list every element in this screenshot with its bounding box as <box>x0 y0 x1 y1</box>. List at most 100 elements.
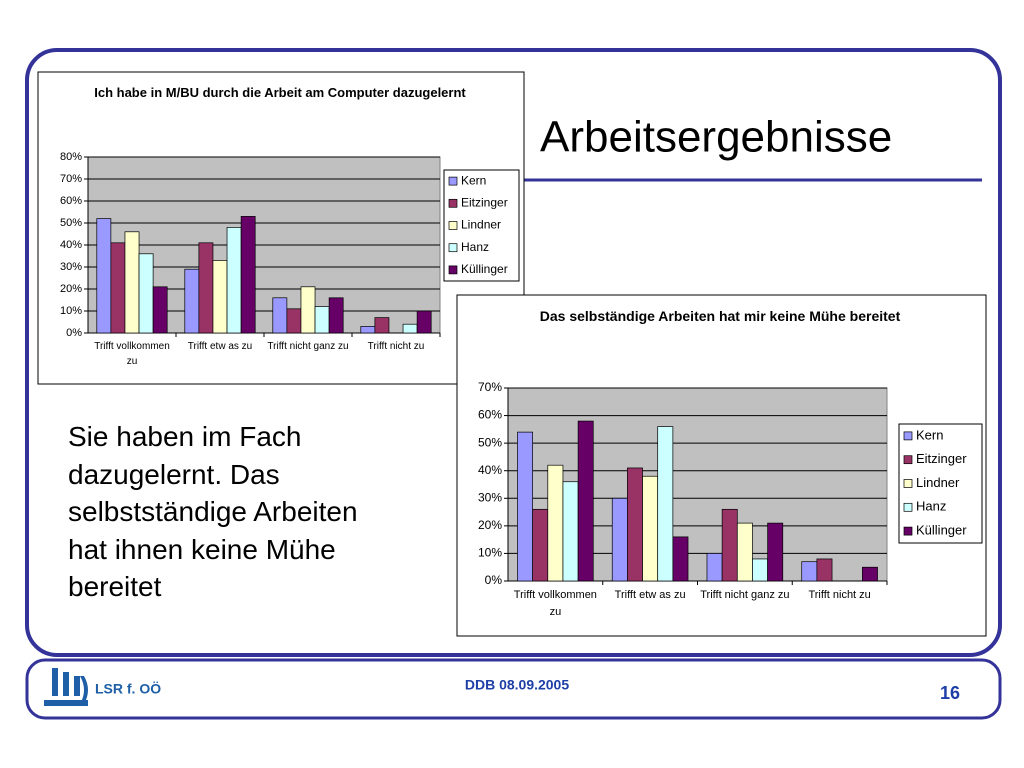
bar <box>721 508 738 582</box>
y-tick-label: 80% <box>60 151 82 163</box>
y-tick-label: 40% <box>60 239 82 251</box>
x-tick-label-box: Trifft etw as zu <box>187 341 253 352</box>
bar <box>706 553 723 582</box>
y-tick-label: 70% <box>60 173 82 185</box>
bar <box>240 216 256 334</box>
bar <box>96 218 112 334</box>
bar <box>286 308 302 334</box>
x-tick-label-box: Trifft vollkommen zu <box>513 589 597 618</box>
y-tick-label: 40% <box>478 463 502 477</box>
x-tick-label: Trifft vollkommen zu <box>94 341 170 367</box>
y-tick-label: 60% <box>478 408 502 422</box>
bar <box>184 268 200 334</box>
x-tick-label-box: Trifft nicht zu <box>368 341 425 352</box>
chart-title-box: Ich habe in M/BU durch die Arbeit am Com… <box>94 85 466 100</box>
legend-swatch <box>448 198 458 208</box>
logo-bar <box>74 676 80 696</box>
logo-bar <box>44 700 88 706</box>
bar <box>212 260 228 334</box>
footer-center: DDB 08.09.2005 <box>465 677 570 693</box>
legend-swatch <box>448 176 458 186</box>
y-tick-label: 30% <box>60 261 82 273</box>
legend-label: Hanz <box>461 240 489 254</box>
bar <box>374 317 390 334</box>
x-tick-label-box: Trifft vollkommen zu <box>94 341 170 367</box>
bar <box>300 286 316 334</box>
x-tick-label-box: Trifft etw as zu <box>614 589 686 601</box>
chart-title-box: Das selbständige Arbeiten hat mir keine … <box>539 308 901 324</box>
bar <box>416 310 432 334</box>
chart-title: Ich habe in M/BU durch die Arbeit am Com… <box>94 85 466 100</box>
logo-bar <box>63 672 69 696</box>
bar <box>198 242 214 334</box>
x-tick-label: Trifft vollkommen zu <box>513 589 597 618</box>
bar <box>547 464 564 582</box>
legend-label: Küllinger <box>461 262 508 276</box>
bar <box>801 561 818 582</box>
y-tick-label: 60% <box>60 195 82 207</box>
legend-label: Küllinger <box>916 523 967 538</box>
bar <box>752 558 768 582</box>
bar <box>272 297 288 334</box>
bar <box>657 426 674 582</box>
x-tick-label: Trifft etw as zu <box>614 589 686 601</box>
legend-swatch <box>448 265 458 275</box>
logo-bar <box>80 676 88 704</box>
bar <box>314 306 330 334</box>
legend-swatch <box>903 479 913 488</box>
bar <box>152 286 168 334</box>
y-tick-label: 70% <box>478 380 502 394</box>
legend-swatch <box>903 455 913 465</box>
slide-title: Arbeitsergebnisse <box>540 113 892 162</box>
legend-label: Hanz <box>916 499 946 514</box>
bar <box>517 431 533 582</box>
x-tick-label: Trifft nicht zu <box>808 589 871 601</box>
y-tick-label: 50% <box>478 435 502 449</box>
bar <box>642 475 659 582</box>
legend-swatch <box>903 526 913 536</box>
bar <box>328 297 344 334</box>
x-tick-label-box: Trifft nicht ganz zu <box>267 341 349 352</box>
y-tick-label: 20% <box>60 283 82 295</box>
bar <box>124 231 140 334</box>
bar <box>138 253 154 334</box>
bar <box>532 508 549 582</box>
bar <box>736 522 753 582</box>
legend-label: Kern <box>916 427 943 442</box>
footer-frame <box>25 658 1002 720</box>
bar <box>226 227 242 334</box>
page-number: 16 <box>940 683 960 703</box>
legend-label: Kern <box>461 173 486 187</box>
x-tick-label: Trifft nicht ganz zu <box>267 341 349 352</box>
y-tick-label: 0% <box>66 327 82 339</box>
chart-title: Das selbständige Arbeiten hat mir keine … <box>539 308 901 324</box>
bar <box>611 497 628 582</box>
bar <box>577 420 594 582</box>
legend-label: Eitzinger <box>916 451 967 466</box>
bar <box>862 566 878 582</box>
body-text: Sie haben im Fach dazugelernt. Das selbs… <box>68 421 358 603</box>
y-tick-label: 20% <box>478 518 502 532</box>
legend-swatch <box>903 431 913 441</box>
bar <box>672 536 689 582</box>
legend-label: Eitzinger <box>461 195 508 209</box>
legend-label: Lindner <box>461 218 501 232</box>
footer-left: LSR f. OÖ <box>95 681 161 697</box>
y-tick-label: 10% <box>60 305 82 317</box>
legend-swatch <box>448 221 458 230</box>
y-tick-label: 30% <box>478 490 502 504</box>
logo-bar <box>52 668 58 696</box>
logo <box>44 668 88 706</box>
x-tick-label: Trifft etw as zu <box>187 341 253 352</box>
legend-label: Lindner <box>916 475 960 490</box>
x-tick-label-box: Trifft nicht zu <box>808 589 871 601</box>
legend-frame <box>898 423 983 544</box>
bar <box>627 467 643 582</box>
bar <box>816 558 833 582</box>
x-tick-label: Trifft nicht ganz zu <box>700 589 790 601</box>
bar <box>767 522 784 582</box>
bar <box>402 323 418 334</box>
bar <box>562 481 579 582</box>
y-tick-label: 10% <box>478 546 502 560</box>
